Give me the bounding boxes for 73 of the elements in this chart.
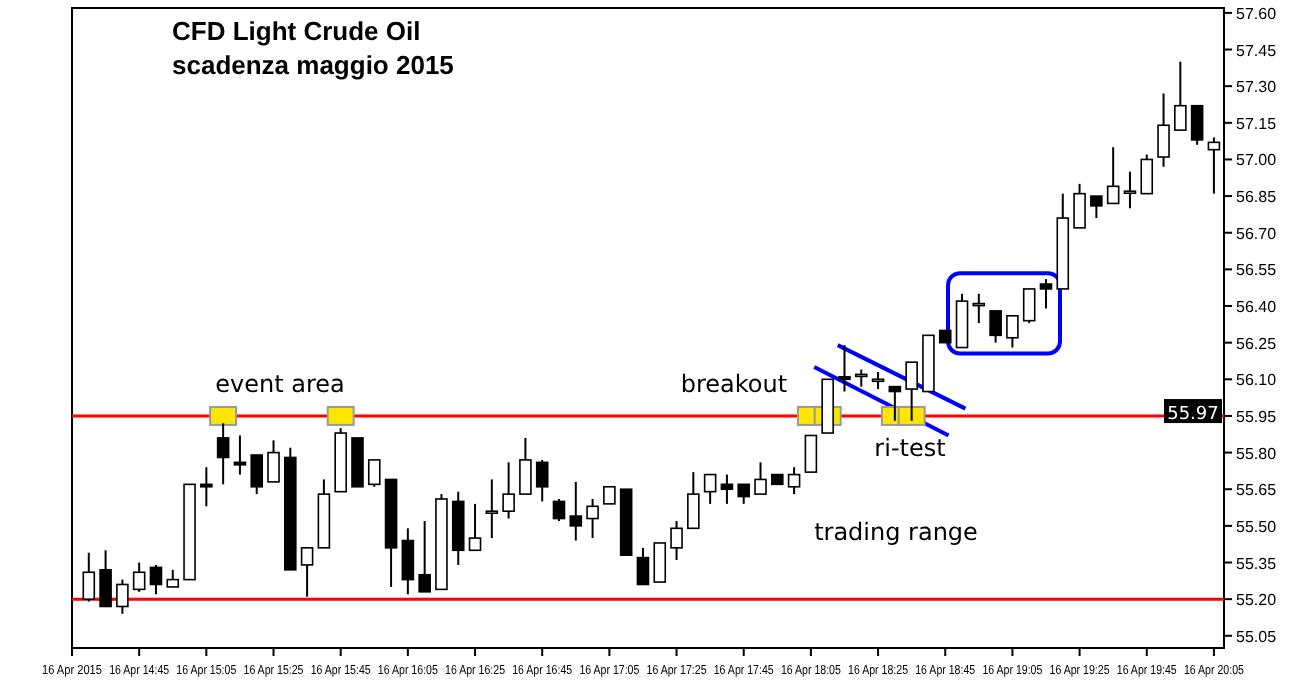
candlestick	[1006, 314, 1019, 349]
candlestick	[502, 461, 515, 520]
annotation: event area	[215, 370, 345, 398]
y-tick-label: 56.10	[1236, 371, 1278, 390]
candlestick	[1090, 195, 1103, 220]
y-tick-label: 56.40	[1236, 298, 1278, 317]
candlestick	[535, 458, 549, 503]
candlestick	[737, 483, 751, 505]
candlestick	[720, 473, 734, 505]
y-tick-label: 57.15	[1236, 114, 1278, 133]
candlestick	[468, 502, 482, 552]
annotation: breakout	[680, 370, 788, 398]
candlestick	[787, 466, 801, 496]
candlestick	[905, 361, 918, 422]
y-tick-label: 55.50	[1236, 517, 1278, 536]
candlestick	[703, 473, 717, 505]
annotation: ri-test	[874, 434, 947, 462]
candlestick	[1123, 170, 1137, 210]
y-tick-label: 57.00	[1236, 151, 1278, 170]
candlestick	[636, 546, 650, 586]
y-tick-label: 55.65	[1236, 481, 1278, 500]
candlestick	[1106, 146, 1120, 205]
candlestick	[367, 458, 381, 488]
y-tick-label: 55.80	[1236, 444, 1278, 463]
candlestick	[82, 551, 96, 603]
candlestick	[955, 292, 969, 349]
candlestick	[804, 434, 818, 473]
candlestick	[670, 519, 683, 562]
candlestick	[250, 454, 264, 496]
candlestick	[1140, 153, 1154, 195]
annotation: trading range	[814, 518, 978, 546]
candlestick	[754, 461, 767, 496]
candlestick	[1190, 104, 1204, 146]
candlestick	[233, 434, 247, 476]
candlestick	[485, 478, 499, 540]
candlestick	[1073, 182, 1086, 229]
y-tick-label: 55.95	[1236, 407, 1278, 426]
candlestick	[116, 578, 129, 615]
candlestick	[300, 546, 314, 598]
candlestick	[267, 439, 280, 483]
candlestick	[1039, 278, 1053, 310]
candlestick	[519, 436, 532, 496]
candlestick	[569, 480, 583, 542]
candlestick	[586, 497, 599, 540]
y-tick-label: 56.85	[1236, 188, 1278, 207]
candlestick	[216, 422, 230, 486]
y-tick-label: 55.05	[1236, 627, 1278, 646]
candlestick	[132, 561, 146, 593]
y-tick-label: 56.70	[1236, 224, 1278, 243]
candlestick	[200, 466, 213, 508]
candlestick	[149, 563, 163, 596]
y-tick-label: 57.45	[1236, 41, 1278, 60]
y-tick-label: 55.20	[1236, 591, 1278, 610]
candlestick	[838, 344, 851, 393]
chart-title: CFD Light Crude Oil	[172, 16, 421, 46]
candlestick	[687, 471, 700, 530]
annotation: 55.97	[1167, 405, 1219, 426]
y-tick-label: 57.30	[1236, 78, 1278, 97]
candlestick	[1157, 92, 1170, 168]
y-tick-label: 55.35	[1236, 554, 1278, 573]
candlestick	[653, 542, 667, 583]
candlestick	[1174, 60, 1187, 132]
y-tick-label: 56.25	[1236, 334, 1278, 353]
candlestick	[1022, 287, 1036, 325]
candlestick	[401, 527, 415, 596]
text: scadenza maggio 2015	[172, 50, 454, 80]
y-tick-label: 56.55	[1236, 261, 1278, 280]
candlestick	[989, 309, 1002, 344]
y-tick-label: 57.60	[1236, 4, 1278, 23]
candlestick	[418, 519, 431, 593]
candlestick	[99, 549, 112, 608]
candlestick	[552, 497, 566, 522]
candlestick	[888, 385, 902, 422]
